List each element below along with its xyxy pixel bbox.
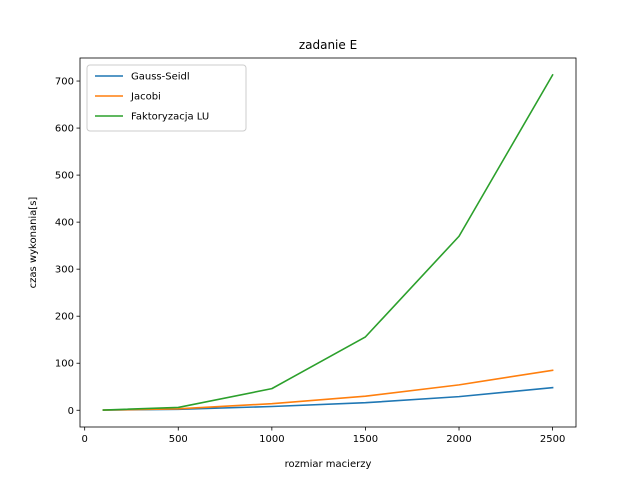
legend-label: Jacobi — [130, 92, 161, 103]
x-tick-label: 2500 — [540, 434, 565, 445]
y-tick-label: 300 — [55, 265, 74, 276]
x-tick-label: 1000 — [259, 434, 284, 445]
y-tick-label: 600 — [55, 124, 74, 135]
x-axis: 0 500 1000 1500 2000 2500 — [81, 427, 565, 445]
chart-title: zadanie E — [299, 38, 357, 52]
y-tick-label: 500 — [55, 171, 74, 182]
y-axis: 0 100 200 300 400 500 600 700 — [55, 77, 80, 417]
plot-area — [102, 73, 554, 411]
y-axis-label: czas wykonania[s] — [28, 197, 39, 289]
plot-frame — [79, 57, 577, 428]
x-tick-label: 500 — [169, 434, 188, 445]
series-line-jacobi — [102, 369, 554, 411]
x-axis-label: rozmiar macierzy — [285, 459, 372, 470]
legend-label: Gauss-Seidl — [131, 72, 190, 83]
x-tick-label: 0 — [81, 434, 87, 445]
legend-box — [86, 64, 247, 132]
y-tick-label: 0 — [68, 406, 74, 417]
x-tick-label: 2000 — [446, 434, 471, 445]
legend: Gauss-Seidl Jacobi Faktoryzacja LU — [86, 64, 247, 132]
legend-label: Faktoryzacja LU — [131, 112, 209, 123]
y-tick-label: 700 — [55, 77, 74, 88]
y-tick-label: 100 — [55, 359, 74, 370]
x-tick-label: 1500 — [353, 434, 378, 445]
y-tick-label: 400 — [55, 218, 74, 229]
series-line-faktoryzacja-lu — [102, 73, 554, 411]
y-tick-label: 200 — [55, 312, 74, 323]
